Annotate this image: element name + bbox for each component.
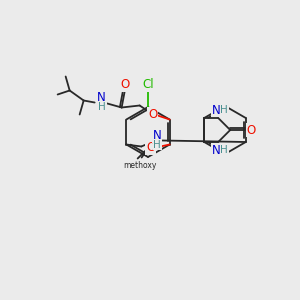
Text: O: O xyxy=(148,108,157,121)
Text: O: O xyxy=(247,124,256,136)
Text: N: N xyxy=(212,103,220,116)
Text: N: N xyxy=(212,143,220,157)
Text: H: H xyxy=(220,145,228,155)
Text: H: H xyxy=(220,105,228,115)
Text: O: O xyxy=(146,141,155,154)
Text: Cl: Cl xyxy=(142,79,154,92)
Text: O: O xyxy=(120,78,129,91)
Text: H: H xyxy=(154,140,161,149)
Text: N: N xyxy=(97,91,106,104)
Text: methoxy: methoxy xyxy=(123,161,156,170)
Text: H: H xyxy=(98,101,106,112)
Text: N: N xyxy=(153,129,162,142)
